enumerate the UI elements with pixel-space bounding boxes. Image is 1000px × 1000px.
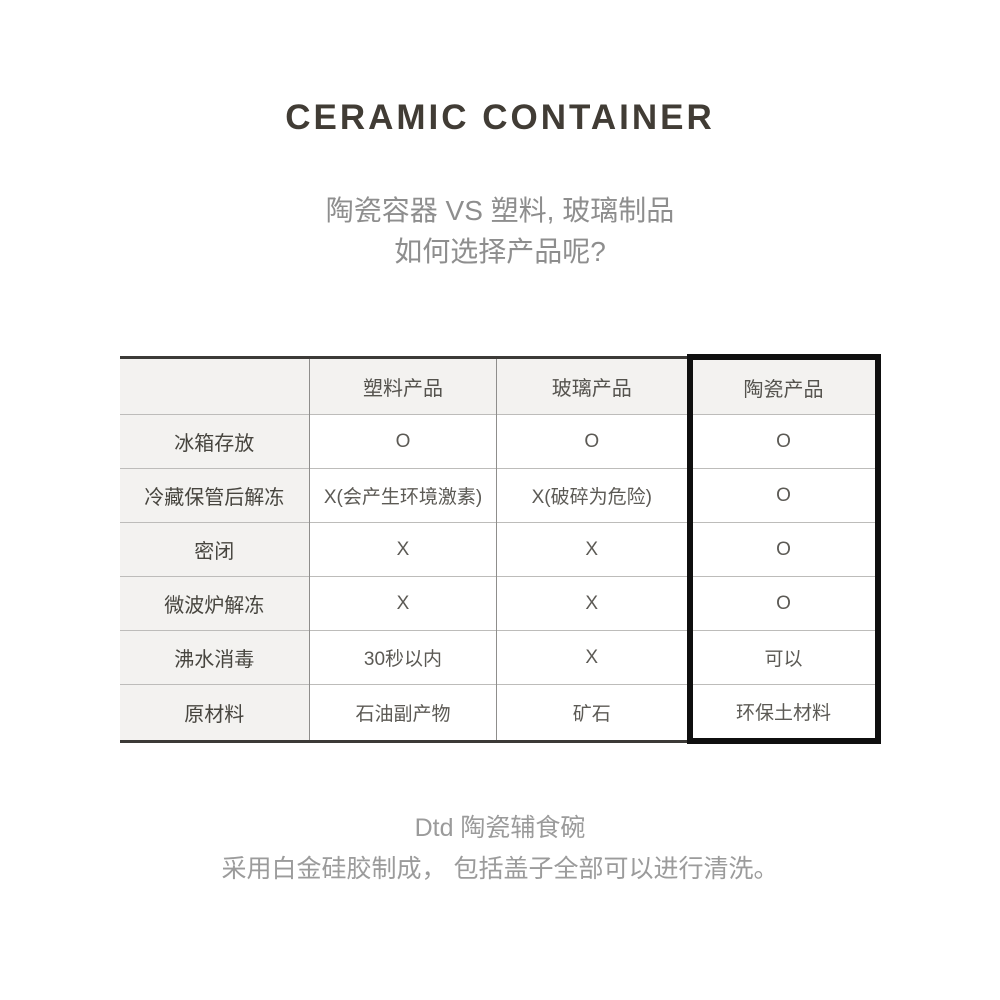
cell-ceramic: O [686, 522, 881, 577]
cell-ceramic: O [686, 576, 881, 631]
row-label: 冰箱存放 [119, 414, 310, 469]
cell-plastic: X [309, 576, 497, 631]
product-name-line: Dtd 陶瓷辅食碗 [414, 814, 586, 842]
comparison-table: 塑料产品 玻璃产品 陶瓷产品 冰箱存放 O O O 冷藏保管后解冻 X(会产生环… [119, 354, 881, 744]
row-label: 沸水消毒 [119, 630, 310, 685]
header-corner-cell [119, 355, 310, 415]
table-row-microwave-thaw: 微波炉解冻 X X O [119, 576, 881, 631]
header-plastic: 塑料产品 [309, 355, 497, 415]
row-label: 原材料 [119, 684, 310, 743]
cell-plastic: O [309, 414, 497, 469]
subtitle-line-2: 如何选择产品呢? [394, 236, 606, 267]
cell-ceramic: O [686, 468, 881, 523]
cell-glass: X [496, 630, 690, 685]
cell-plastic: 石油副产物 [309, 684, 497, 743]
row-label: 密闭 [119, 522, 310, 577]
cell-glass: X(破碎为危险) [496, 468, 690, 523]
table-row-fridge-storage: 冰箱存放 O O O [119, 414, 881, 469]
row-label: 冷藏保管后解冻 [119, 468, 310, 523]
table-row-airtight: 密闭 X X O [119, 522, 881, 577]
cell-glass: X [496, 522, 690, 577]
table-row-raw-material: 原材料 石油副产物 矿石 环保土材料 [119, 684, 881, 744]
header-glass: 玻璃产品 [496, 355, 690, 415]
page-title: CERAMIC CONTAINER [285, 98, 715, 137]
cell-ceramic: O [686, 414, 881, 469]
header-ceramic-highlighted: 陶瓷产品 [686, 354, 881, 415]
cell-ceramic: 环保土材料 [686, 684, 881, 744]
cell-plastic: 30秒以内 [309, 630, 497, 685]
cell-plastic: X(会产生环境激素) [309, 468, 497, 523]
table-row-thaw-after-cold-storage: 冷藏保管后解冻 X(会产生环境激素) X(破碎为危险) O [119, 468, 881, 523]
product-description: Dtd 陶瓷辅食碗 采用白金硅胶制成， 包括盖子全部可以进行清洗。 [0, 808, 1000, 890]
cell-glass: O [496, 414, 690, 469]
product-detail-line: 采用白金硅胶制成， 包括盖子全部可以进行清洗。 [221, 855, 779, 883]
table-header-row: 塑料产品 玻璃产品 陶瓷产品 [119, 354, 881, 415]
subtitle-line-1: 陶瓷容器 VS 塑料, 玻璃制品 [325, 195, 675, 226]
subtitle: 陶瓷容器 VS 塑料, 玻璃制品 如何选择产品呢? [0, 190, 1000, 272]
cell-glass: X [496, 576, 690, 631]
cell-glass: 矿石 [496, 684, 690, 743]
table-row-boiling-water-sterilize: 沸水消毒 30秒以内 X 可以 [119, 630, 881, 685]
row-label: 微波炉解冻 [119, 576, 310, 631]
cell-ceramic: 可以 [686, 630, 881, 685]
cell-plastic: X [309, 522, 497, 577]
